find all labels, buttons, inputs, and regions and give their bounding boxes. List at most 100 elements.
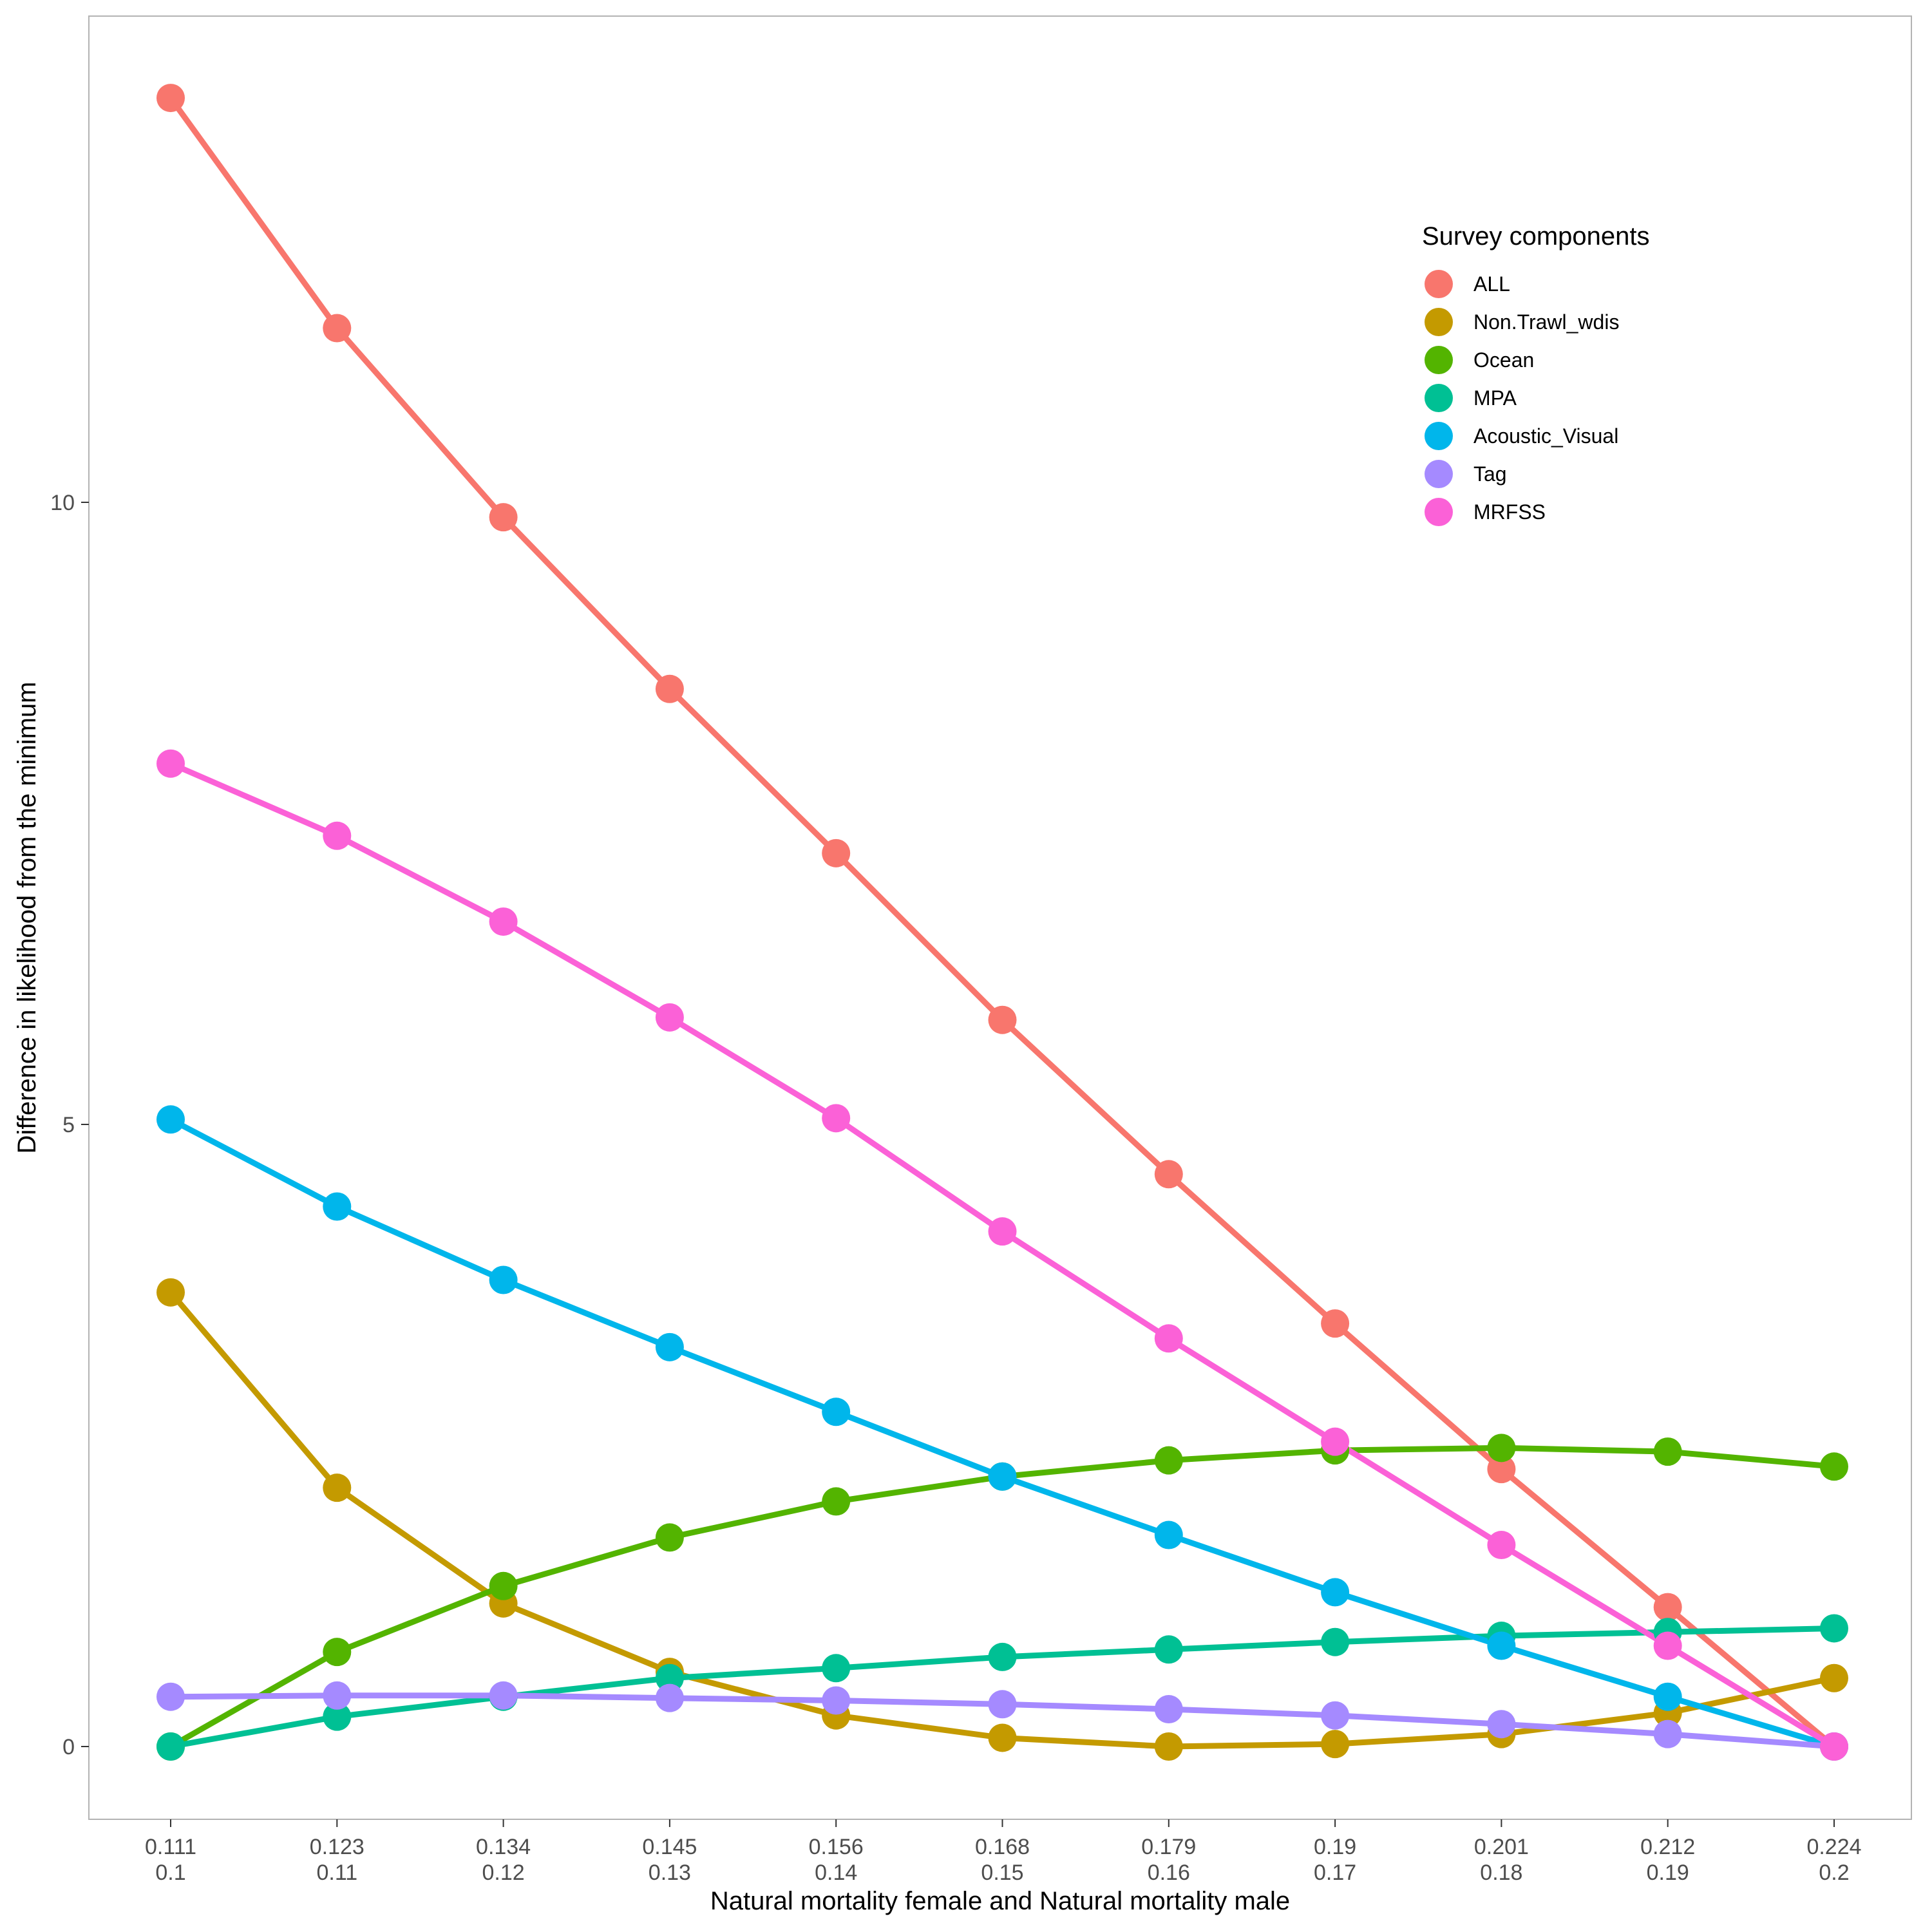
y-tick-label: 5: [62, 1113, 75, 1137]
x-tick-label-female: 0.19: [1314, 1835, 1356, 1859]
data-point-tag: [1653, 1719, 1682, 1748]
y-tick-label: 10: [50, 491, 75, 515]
x-tick-label-male: 0.18: [1480, 1861, 1522, 1885]
x-tick-label-female: 0.123: [310, 1835, 365, 1859]
legend-label-all: ALL: [1473, 272, 1510, 296]
data-point-ocean: [1820, 1452, 1848, 1481]
y-axis: 0 5 10: [50, 491, 89, 1759]
data-point-non-trawl-wdis: [323, 1473, 352, 1502]
data-point-mrfss: [1321, 1427, 1350, 1456]
x-tick-label-male: 0.2: [1819, 1861, 1849, 1885]
data-point-mpa: [1820, 1614, 1848, 1643]
x-tick-label-female: 0.156: [809, 1835, 864, 1859]
x-tick-label-male: 0.1: [155, 1861, 185, 1885]
data-point-ocean: [1653, 1437, 1682, 1466]
data-point-all: [822, 838, 851, 867]
data-point-tag: [988, 1690, 1017, 1719]
data-point-mrfss: [1653, 1631, 1682, 1660]
data-point-all: [1321, 1309, 1350, 1338]
x-tick-label-male: 0.12: [482, 1861, 525, 1885]
legend-label-mpa: MPA: [1473, 386, 1517, 410]
data-point-mpa: [822, 1654, 851, 1683]
data-point-mrfss: [1154, 1324, 1183, 1353]
data-point-mpa: [156, 1732, 185, 1761]
data-point-mpa: [1321, 1627, 1350, 1656]
data-point-acoustic-visual: [489, 1265, 518, 1294]
data-point-tag: [1154, 1695, 1183, 1724]
data-point-acoustic-visual: [822, 1397, 851, 1426]
data-point-tag: [1321, 1701, 1350, 1730]
x-tick-label-male: 0.16: [1148, 1861, 1190, 1885]
data-point-mrfss: [323, 821, 352, 850]
legend-key-non-trawl-wdis: [1425, 308, 1453, 336]
data-point-tag: [655, 1683, 684, 1712]
x-tick-label-female: 0.201: [1474, 1835, 1529, 1859]
data-point-all: [988, 1005, 1017, 1034]
data-point-ocean: [489, 1571, 518, 1600]
data-point-mrfss: [655, 1003, 684, 1032]
y-axis-title: Difference in likelihood from the minimu…: [13, 682, 41, 1154]
data-point-non-trawl-wdis: [1820, 1663, 1848, 1692]
data-point-mpa: [655, 1663, 684, 1692]
x-tick-label-female: 0.134: [476, 1835, 531, 1859]
plot-panel-border: [88, 15, 1912, 1820]
data-point-all: [1653, 1593, 1682, 1622]
data-point-mrfss: [489, 907, 518, 936]
x-tick-label-female: 0.145: [642, 1835, 697, 1859]
data-point-ocean: [323, 1638, 352, 1667]
x-tick-label-female: 0.212: [1640, 1835, 1695, 1859]
data-point-tag: [822, 1686, 851, 1715]
data-point-ocean: [1154, 1446, 1183, 1475]
data-point-tag: [489, 1681, 518, 1710]
legend-label-tag: Tag: [1473, 462, 1507, 486]
data-point-tag: [1487, 1710, 1516, 1739]
data-point-acoustic-visual: [655, 1332, 684, 1361]
legend-key-mpa: [1425, 384, 1453, 412]
data-point-mrfss: [988, 1217, 1017, 1246]
data-point-ocean: [822, 1487, 851, 1516]
data-point-non-trawl-wdis: [1321, 1730, 1350, 1759]
data-point-acoustic-visual: [1154, 1520, 1183, 1549]
x-tick-label-female: 0.224: [1806, 1835, 1861, 1859]
data-point-acoustic-visual: [1487, 1631, 1516, 1660]
data-point-mrfss: [1487, 1531, 1516, 1560]
data-point-all: [489, 503, 518, 532]
data-point-acoustic-visual: [156, 1105, 185, 1134]
legend: Survey components ALL Non.Trawl_wdis Ocean…: [1422, 222, 1650, 526]
x-tick-label-female: 0.168: [975, 1835, 1030, 1859]
data-point-non-trawl-wdis: [156, 1278, 185, 1307]
x-tick-label-female: 0.179: [1141, 1835, 1196, 1859]
data-point-acoustic-visual: [1321, 1578, 1350, 1607]
data-point-tag: [156, 1682, 185, 1711]
data-point-non-trawl-wdis: [988, 1723, 1017, 1752]
y-tick-label: 0: [62, 1735, 75, 1759]
data-point-ocean: [655, 1523, 684, 1552]
x-tick-label-male: 0.14: [815, 1861, 857, 1885]
x-tick-label-male: 0.13: [649, 1861, 691, 1885]
data-point-acoustic-visual: [1653, 1682, 1682, 1711]
legend-label-mrfss: MRFSS: [1473, 500, 1546, 524]
x-tick-label-male: 0.17: [1314, 1861, 1356, 1885]
x-tick-label-male: 0.15: [981, 1861, 1023, 1885]
data-point-acoustic-visual: [323, 1192, 352, 1221]
data-point-tag: [323, 1681, 352, 1710]
data-point-all: [323, 314, 352, 343]
data-point-all: [156, 84, 185, 113]
legend-key-ocean: [1425, 346, 1453, 374]
data-point-mpa: [1154, 1635, 1183, 1664]
data-point-mpa: [988, 1642, 1017, 1671]
legend-key-tag: [1425, 460, 1453, 488]
legend-label-ocean: Ocean: [1473, 348, 1534, 372]
data-point-non-trawl-wdis: [1154, 1732, 1183, 1761]
legend-label-non-trawl-wdis: Non.Trawl_wdis: [1473, 310, 1619, 334]
legend-key-mrfss: [1425, 498, 1453, 526]
x-tick-label-male: 0.19: [1647, 1861, 1689, 1885]
x-tick-label-male: 0.11: [316, 1861, 357, 1885]
data-point-all: [1154, 1160, 1183, 1189]
data-point-mpa: [323, 1702, 352, 1731]
data-point-acoustic-visual: [988, 1462, 1017, 1491]
x-axis-title: Natural mortality female and Natural mor…: [710, 1887, 1290, 1915]
legend-title: Survey components: [1422, 222, 1650, 251]
